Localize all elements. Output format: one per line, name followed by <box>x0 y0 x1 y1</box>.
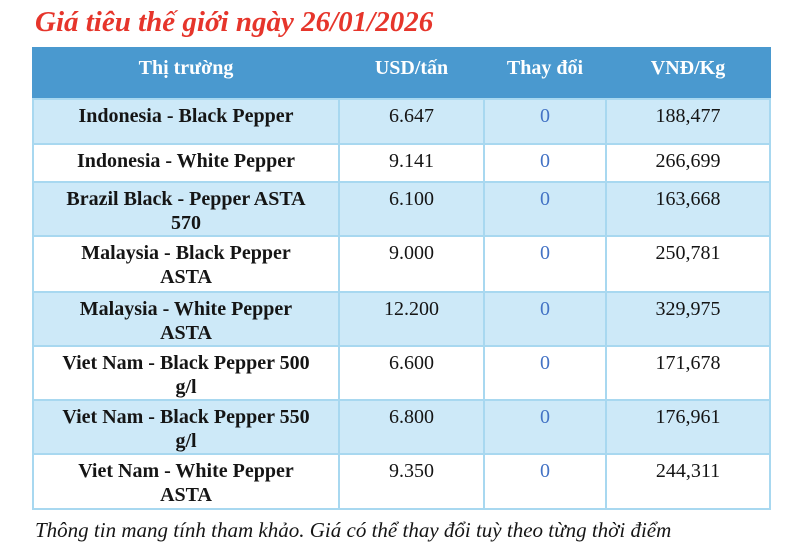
cell-usd: 6.600 <box>338 344 485 401</box>
page: Giá tiêu thế giới ngày 26/01/2026 Thị tr… <box>0 6 800 543</box>
cell-usd: 12.200 <box>338 290 485 347</box>
cell-usd: 6.800 <box>338 398 485 455</box>
pepper-price-table: Thị trường USD/tấn Thay đổi VNĐ/Kg Indon… <box>32 46 771 510</box>
cell-usd: 6.647 <box>338 97 485 145</box>
cell-market: Viet Nam - Black Pepper 550 g/l <box>32 398 340 455</box>
cell-market: Brazil Black - Pepper ASTA 570 <box>32 180 340 237</box>
page-title: Giá tiêu thế giới ngày 26/01/2026 <box>35 6 434 38</box>
cell-vnd: 329,975 <box>605 290 771 347</box>
cell-vnd: 163,668 <box>605 180 771 237</box>
cell-market: Indonesia - White Pepper <box>32 142 340 183</box>
cell-vnd: 176,961 <box>605 398 771 455</box>
column-header-change: Thay đổi <box>483 46 607 100</box>
cell-change: 0 <box>483 290 607 347</box>
table-row: Viet Nam - White Pepper ASTA 9.350 0 244,31… <box>32 452 771 510</box>
table-row: Malaysia - White Pepper ASTA 12.200 0 329,9… <box>32 290 771 347</box>
cell-change: 0 <box>483 234 607 293</box>
cell-change: 0 <box>483 142 607 183</box>
cell-vnd: 188,477 <box>605 97 771 145</box>
column-header-vnd-per-kg: VNĐ/Kg <box>605 46 771 100</box>
cell-market: Viet Nam - Black Pepper 500 g/l <box>32 344 340 401</box>
table-row: Indonesia - White Pepper 9.141 0 266,699 <box>32 142 771 183</box>
table-row: Malaysia - Black Pepper ASTA 9.000 0 250,78… <box>32 234 771 293</box>
table-header-row: Thị trường USD/tấn Thay đổi VNĐ/Kg <box>32 46 771 100</box>
cell-market: Malaysia - White Pepper ASTA <box>32 290 340 347</box>
cell-change: 0 <box>483 452 607 510</box>
table-row: Indonesia - Black Pepper 6.647 0 188,477 <box>32 97 771 145</box>
cell-vnd: 266,699 <box>605 142 771 183</box>
cell-change: 0 <box>483 180 607 237</box>
table-row: Viet Nam - Black Pepper 500 g/l 6.600 0 171… <box>32 344 771 401</box>
table-row: Brazil Black - Pepper ASTA 570 6.100 0 163,… <box>32 180 771 237</box>
cell-change: 0 <box>483 344 607 401</box>
cell-usd: 9.141 <box>338 142 485 183</box>
cell-usd: 9.350 <box>338 452 485 510</box>
cell-change: 0 <box>483 97 607 145</box>
table-row: Viet Nam - Black Pepper 550 g/l 6.800 0 176… <box>32 398 771 455</box>
cell-usd: 6.100 <box>338 180 485 237</box>
cell-market: Indonesia - Black Pepper <box>32 97 340 145</box>
cell-usd: 9.000 <box>338 234 485 293</box>
cell-vnd: 171,678 <box>605 344 771 401</box>
cell-change: 0 <box>483 398 607 455</box>
cell-market: Viet Nam - White Pepper ASTA <box>32 452 340 510</box>
cell-vnd: 244,311 <box>605 452 771 510</box>
table-body: Indonesia - Black Pepper 6.647 0 188,477 Ind… <box>32 97 771 510</box>
column-header-market: Thị trường <box>32 46 340 100</box>
disclaimer-note: Thông tin mang tính tham khảo. Giá có th… <box>35 517 672 542</box>
cell-vnd: 250,781 <box>605 234 771 293</box>
column-header-usd-per-ton: USD/tấn <box>338 46 485 100</box>
cell-market: Malaysia - Black Pepper ASTA <box>32 234 340 293</box>
